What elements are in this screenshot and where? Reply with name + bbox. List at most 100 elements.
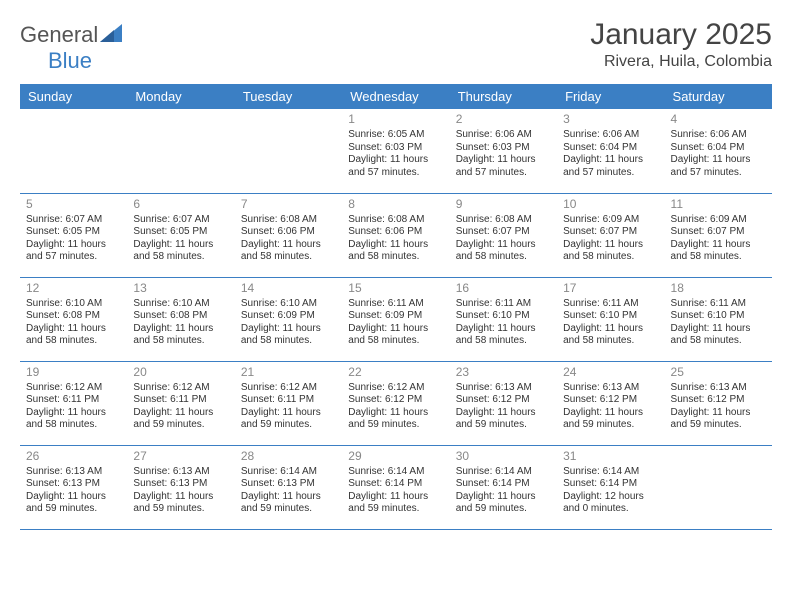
day-header: Monday xyxy=(127,84,234,109)
daylight-line: Daylight: 11 hours and 57 minutes. xyxy=(456,154,551,179)
sunset-line: Sunset: 6:12 PM xyxy=(348,394,443,407)
sunset-line: Sunset: 6:06 PM xyxy=(241,226,336,239)
daylight-line: Daylight: 11 hours and 59 minutes. xyxy=(456,407,551,432)
day-header-row: SundayMondayTuesdayWednesdayThursdayFrid… xyxy=(20,84,772,109)
daylight-line: Daylight: 11 hours and 59 minutes. xyxy=(348,407,443,432)
sunrise-line: Sunrise: 6:14 AM xyxy=(348,466,443,479)
day-header: Saturday xyxy=(665,84,772,109)
sunset-line: Sunset: 6:06 PM xyxy=(348,226,443,239)
day-number: 4 xyxy=(671,112,766,127)
sunset-line: Sunset: 6:12 PM xyxy=(456,394,551,407)
empty-cell xyxy=(20,109,127,193)
day-number: 31 xyxy=(563,449,658,464)
day-number: 15 xyxy=(348,281,443,296)
day-cell: 4Sunrise: 6:06 AMSunset: 6:04 PMDaylight… xyxy=(665,109,772,193)
brand-part1: General xyxy=(20,22,98,47)
brand-logo: General Blue xyxy=(20,22,122,74)
day-number: 20 xyxy=(133,365,228,380)
day-cell: 5Sunrise: 6:07 AMSunset: 6:05 PMDaylight… xyxy=(20,193,127,277)
day-cell: 11Sunrise: 6:09 AMSunset: 6:07 PMDayligh… xyxy=(665,193,772,277)
day-cell: 1Sunrise: 6:05 AMSunset: 6:03 PMDaylight… xyxy=(342,109,449,193)
month-title: January 2025 xyxy=(590,18,772,51)
sunrise-line: Sunrise: 6:10 AM xyxy=(133,298,228,311)
day-number: 10 xyxy=(563,197,658,212)
day-header: Wednesday xyxy=(342,84,449,109)
sunset-line: Sunset: 6:12 PM xyxy=(671,394,766,407)
daylight-line: Daylight: 11 hours and 58 minutes. xyxy=(348,323,443,348)
day-cell: 22Sunrise: 6:12 AMSunset: 6:12 PMDayligh… xyxy=(342,361,449,445)
sunrise-line: Sunrise: 6:10 AM xyxy=(26,298,121,311)
day-number: 11 xyxy=(671,197,766,212)
sunrise-line: Sunrise: 6:13 AM xyxy=(133,466,228,479)
sunset-line: Sunset: 6:08 PM xyxy=(26,310,121,323)
day-number: 24 xyxy=(563,365,658,380)
day-number: 9 xyxy=(456,197,551,212)
day-number: 29 xyxy=(348,449,443,464)
day-header: Friday xyxy=(557,84,664,109)
day-cell: 10Sunrise: 6:09 AMSunset: 6:07 PMDayligh… xyxy=(557,193,664,277)
sunset-line: Sunset: 6:05 PM xyxy=(26,226,121,239)
sunset-line: Sunset: 6:13 PM xyxy=(26,478,121,491)
daylight-line: Daylight: 11 hours and 57 minutes. xyxy=(348,154,443,179)
day-cell: 17Sunrise: 6:11 AMSunset: 6:10 PMDayligh… xyxy=(557,277,664,361)
day-number: 6 xyxy=(133,197,228,212)
sunrise-line: Sunrise: 6:10 AM xyxy=(241,298,336,311)
sunset-line: Sunset: 6:11 PM xyxy=(133,394,228,407)
day-cell: 6Sunrise: 6:07 AMSunset: 6:05 PMDaylight… xyxy=(127,193,234,277)
sunset-line: Sunset: 6:05 PM xyxy=(133,226,228,239)
day-cell: 13Sunrise: 6:10 AMSunset: 6:08 PMDayligh… xyxy=(127,277,234,361)
daylight-line: Daylight: 11 hours and 58 minutes. xyxy=(671,239,766,264)
day-cell: 31Sunrise: 6:14 AMSunset: 6:14 PMDayligh… xyxy=(557,445,664,529)
day-number: 25 xyxy=(671,365,766,380)
sunset-line: Sunset: 6:07 PM xyxy=(456,226,551,239)
week-row: 1Sunrise: 6:05 AMSunset: 6:03 PMDaylight… xyxy=(20,109,772,193)
day-cell: 18Sunrise: 6:11 AMSunset: 6:10 PMDayligh… xyxy=(665,277,772,361)
daylight-line: Daylight: 11 hours and 58 minutes. xyxy=(133,323,228,348)
calendar-body: 1Sunrise: 6:05 AMSunset: 6:03 PMDaylight… xyxy=(20,109,772,529)
sunrise-line: Sunrise: 6:06 AM xyxy=(671,129,766,142)
daylight-line: Daylight: 11 hours and 57 minutes. xyxy=(671,154,766,179)
day-cell: 16Sunrise: 6:11 AMSunset: 6:10 PMDayligh… xyxy=(450,277,557,361)
daylight-line: Daylight: 11 hours and 58 minutes. xyxy=(563,323,658,348)
day-number: 7 xyxy=(241,197,336,212)
sunset-line: Sunset: 6:04 PM xyxy=(563,142,658,155)
day-cell: 15Sunrise: 6:11 AMSunset: 6:09 PMDayligh… xyxy=(342,277,449,361)
daylight-line: Daylight: 11 hours and 57 minutes. xyxy=(563,154,658,179)
calendar-head: SundayMondayTuesdayWednesdayThursdayFrid… xyxy=(20,84,772,109)
daylight-line: Daylight: 12 hours and 0 minutes. xyxy=(563,491,658,516)
day-number: 2 xyxy=(456,112,551,127)
daylight-line: Daylight: 11 hours and 58 minutes. xyxy=(456,239,551,264)
brand-text: General Blue xyxy=(20,22,122,74)
sunrise-line: Sunrise: 6:13 AM xyxy=(26,466,121,479)
day-cell: 14Sunrise: 6:10 AMSunset: 6:09 PMDayligh… xyxy=(235,277,342,361)
day-cell: 8Sunrise: 6:08 AMSunset: 6:06 PMDaylight… xyxy=(342,193,449,277)
day-cell: 28Sunrise: 6:14 AMSunset: 6:13 PMDayligh… xyxy=(235,445,342,529)
sunset-line: Sunset: 6:11 PM xyxy=(26,394,121,407)
day-number: 16 xyxy=(456,281,551,296)
day-number: 27 xyxy=(133,449,228,464)
sunrise-line: Sunrise: 6:12 AM xyxy=(241,382,336,395)
day-cell: 19Sunrise: 6:12 AMSunset: 6:11 PMDayligh… xyxy=(20,361,127,445)
page-header: General Blue January 2025 Rivera, Huila,… xyxy=(20,18,772,74)
empty-cell xyxy=(127,109,234,193)
daylight-line: Daylight: 11 hours and 59 minutes. xyxy=(26,491,121,516)
day-number: 22 xyxy=(348,365,443,380)
day-number: 3 xyxy=(563,112,658,127)
sunrise-line: Sunrise: 6:11 AM xyxy=(671,298,766,311)
day-cell: 20Sunrise: 6:12 AMSunset: 6:11 PMDayligh… xyxy=(127,361,234,445)
sunset-line: Sunset: 6:07 PM xyxy=(671,226,766,239)
calendar-page: General Blue January 2025 Rivera, Huila,… xyxy=(0,0,792,550)
sunrise-line: Sunrise: 6:08 AM xyxy=(241,214,336,227)
daylight-line: Daylight: 11 hours and 59 minutes. xyxy=(671,407,766,432)
empty-cell xyxy=(665,445,772,529)
sunset-line: Sunset: 6:12 PM xyxy=(563,394,658,407)
week-row: 26Sunrise: 6:13 AMSunset: 6:13 PMDayligh… xyxy=(20,445,772,529)
daylight-line: Daylight: 11 hours and 57 minutes. xyxy=(26,239,121,264)
daylight-line: Daylight: 11 hours and 58 minutes. xyxy=(348,239,443,264)
day-number: 21 xyxy=(241,365,336,380)
sunset-line: Sunset: 6:14 PM xyxy=(348,478,443,491)
sunset-line: Sunset: 6:09 PM xyxy=(348,310,443,323)
day-number: 5 xyxy=(26,197,121,212)
week-row: 12Sunrise: 6:10 AMSunset: 6:08 PMDayligh… xyxy=(20,277,772,361)
day-cell: 23Sunrise: 6:13 AMSunset: 6:12 PMDayligh… xyxy=(450,361,557,445)
